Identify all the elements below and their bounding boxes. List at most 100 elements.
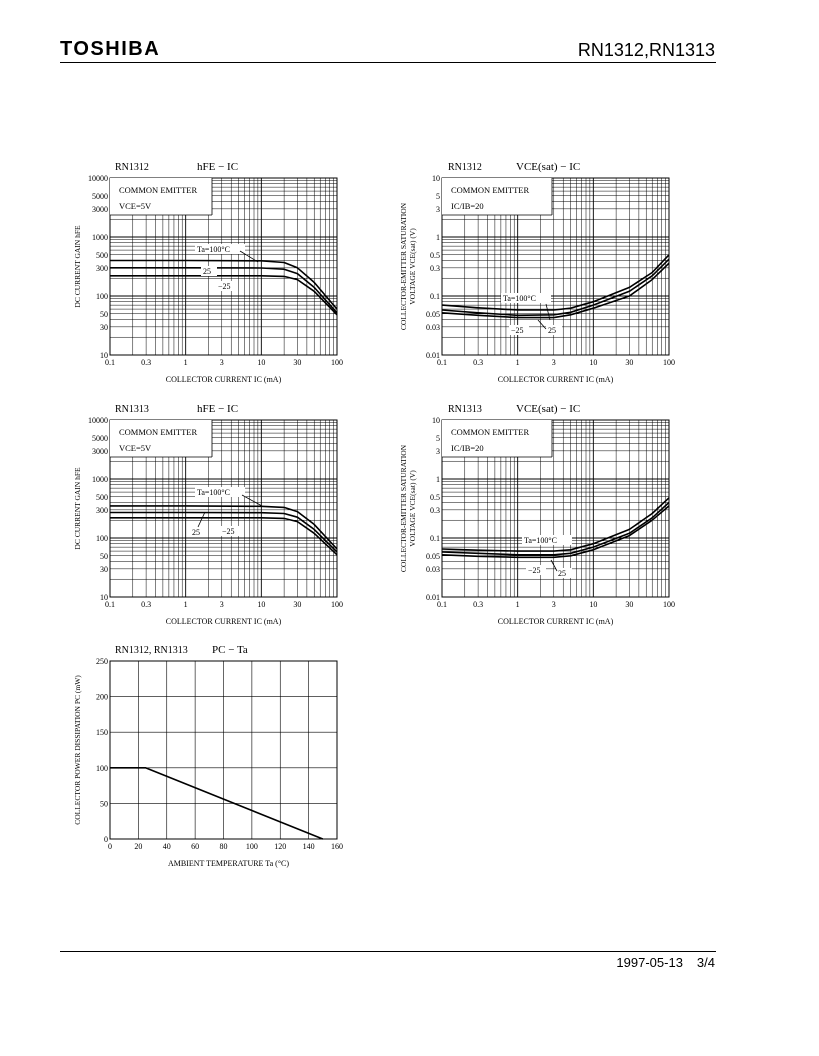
x-tick-label: 30 xyxy=(625,358,633,367)
brand-logo: TOSHIBA xyxy=(60,38,161,60)
x-tick-label: 3 xyxy=(552,358,556,367)
plot-frame xyxy=(441,177,670,356)
y-tick-label: 10 xyxy=(100,351,108,360)
x-axis-label: AMBIENT TEMPERATURE Ta (°C) xyxy=(168,859,289,868)
y-tick-label: 10 xyxy=(432,416,440,425)
footer-page: 3/4 xyxy=(696,955,715,970)
y-tick-label: 10000 xyxy=(88,174,108,183)
y-tick-label: 30 xyxy=(100,323,108,332)
leader-line xyxy=(241,494,263,507)
chart-device-label: RN1313 xyxy=(448,404,482,415)
series-line xyxy=(441,497,670,552)
x-tick-label: 10 xyxy=(257,358,265,367)
y-tick-label: 50 xyxy=(100,552,108,561)
series-line xyxy=(441,501,670,556)
plot-frame xyxy=(109,419,338,598)
x-tick-label: 3 xyxy=(220,600,224,609)
annotation-text: IC/IB=20 xyxy=(451,443,484,453)
y-axis-label: DC CURRENT GAIN hFE xyxy=(73,467,82,550)
y-tick-label: 10000 xyxy=(88,416,108,425)
chart-title: hFE − IC xyxy=(197,403,238,415)
chart-device-label: RN1312, RN1313 xyxy=(115,645,188,656)
y-tick-label: 300 xyxy=(96,506,108,515)
chart-device-label: RN1313 xyxy=(115,404,149,415)
series-line xyxy=(441,258,670,317)
y-tick-label: 250 xyxy=(96,657,108,666)
x-tick-label: 100 xyxy=(663,600,675,609)
x-tick-label: 0.3 xyxy=(473,600,483,609)
x-tick-label: 30 xyxy=(625,600,633,609)
y-axis-label: VOLTAGE VCE(sat) (V) xyxy=(408,228,417,305)
annotation-text: VCE=5V xyxy=(119,201,152,211)
series-label: 25 xyxy=(192,528,200,537)
annotation-text: COMMON EMITTER xyxy=(119,185,197,195)
series-label-bg xyxy=(501,293,551,303)
y-tick-label: 0.1 xyxy=(430,292,440,301)
x-tick-label: 0.3 xyxy=(141,600,151,609)
x-tick-label: 10 xyxy=(257,600,265,609)
chart-c1: COMMON EMITTER VCE=5V Ta=100°C 25 −25 0.1 0.3 1… xyxy=(73,161,343,384)
series-line xyxy=(441,262,670,319)
x-tick-label: 0.1 xyxy=(105,358,115,367)
series-label: Ta=100°C xyxy=(197,488,230,497)
series-label-bg xyxy=(201,266,217,276)
x-tick-label: 0.3 xyxy=(141,358,151,367)
series-label-bg xyxy=(556,568,572,578)
series-label-bg xyxy=(190,527,206,537)
part-number: RN1312,RN1313 xyxy=(577,40,715,60)
series-label-bg xyxy=(526,565,546,575)
y-tick-label: 1000 xyxy=(92,475,108,484)
chart-title: hFE − IC xyxy=(197,161,238,173)
x-tick-label: 0.1 xyxy=(437,600,447,609)
series-label: Ta=100°C xyxy=(197,245,230,254)
x-tick-label: 140 xyxy=(303,842,315,851)
y-tick-label: 0.01 xyxy=(426,593,440,602)
leader-line xyxy=(537,319,547,330)
annotation-text: IC/IB=20 xyxy=(451,201,484,211)
series-label: 25 xyxy=(548,326,556,335)
y-tick-label: 50 xyxy=(100,310,108,319)
y-axis-label: VOLTAGE VCE(sat) (V) xyxy=(408,470,417,547)
x-tick-label: 1 xyxy=(184,358,188,367)
annotation-box xyxy=(110,420,212,457)
series-label: −25 xyxy=(528,566,541,575)
y-tick-label: 3 xyxy=(436,205,440,214)
y-tick-label: 1000 xyxy=(92,233,108,242)
footer-rule xyxy=(60,951,716,952)
chart-title: VCE(sat) − IC xyxy=(516,161,580,173)
y-tick-label: 0 xyxy=(104,835,108,844)
x-tick-label: 100 xyxy=(331,600,343,609)
x-tick-label: 120 xyxy=(274,842,286,851)
series-label: Ta=100°C xyxy=(503,294,536,303)
y-tick-label: 300 xyxy=(96,264,108,273)
chart-device-label: RN1312 xyxy=(448,162,482,173)
series-line xyxy=(110,259,338,310)
series-line xyxy=(441,505,670,559)
series-line xyxy=(110,516,338,556)
chart-title: VCE(sat) − IC xyxy=(516,403,580,415)
y-tick-label: 10 xyxy=(100,593,108,602)
y-tick-label: 200 xyxy=(96,693,108,702)
series-line xyxy=(110,766,324,840)
y-tick-label: 150 xyxy=(96,728,108,737)
series-label-bg xyxy=(195,244,245,254)
footer-date: 1997-05-13 xyxy=(616,955,683,970)
x-tick-label: 0.3 xyxy=(473,358,483,367)
series-label: −25 xyxy=(511,326,524,335)
leader-line xyxy=(197,511,206,528)
x-tick-label: 60 xyxy=(191,842,199,851)
y-tick-label: 1 xyxy=(436,233,440,242)
y-tick-label: 500 xyxy=(96,493,108,502)
leader-line xyxy=(239,250,259,263)
grid-c5 xyxy=(109,660,338,840)
series-label: −25 xyxy=(222,527,235,536)
y-tick-label: 0.5 xyxy=(430,251,440,260)
y-tick-label: 5 xyxy=(436,192,440,201)
chart-title: PC − Ta xyxy=(212,644,248,656)
x-axis-label: COLLECTOR CURRENT IC (mA) xyxy=(498,375,614,384)
x-tick-label: 10 xyxy=(589,600,597,609)
x-tick-label: 1 xyxy=(516,600,520,609)
y-tick-label: 0.5 xyxy=(430,493,440,502)
